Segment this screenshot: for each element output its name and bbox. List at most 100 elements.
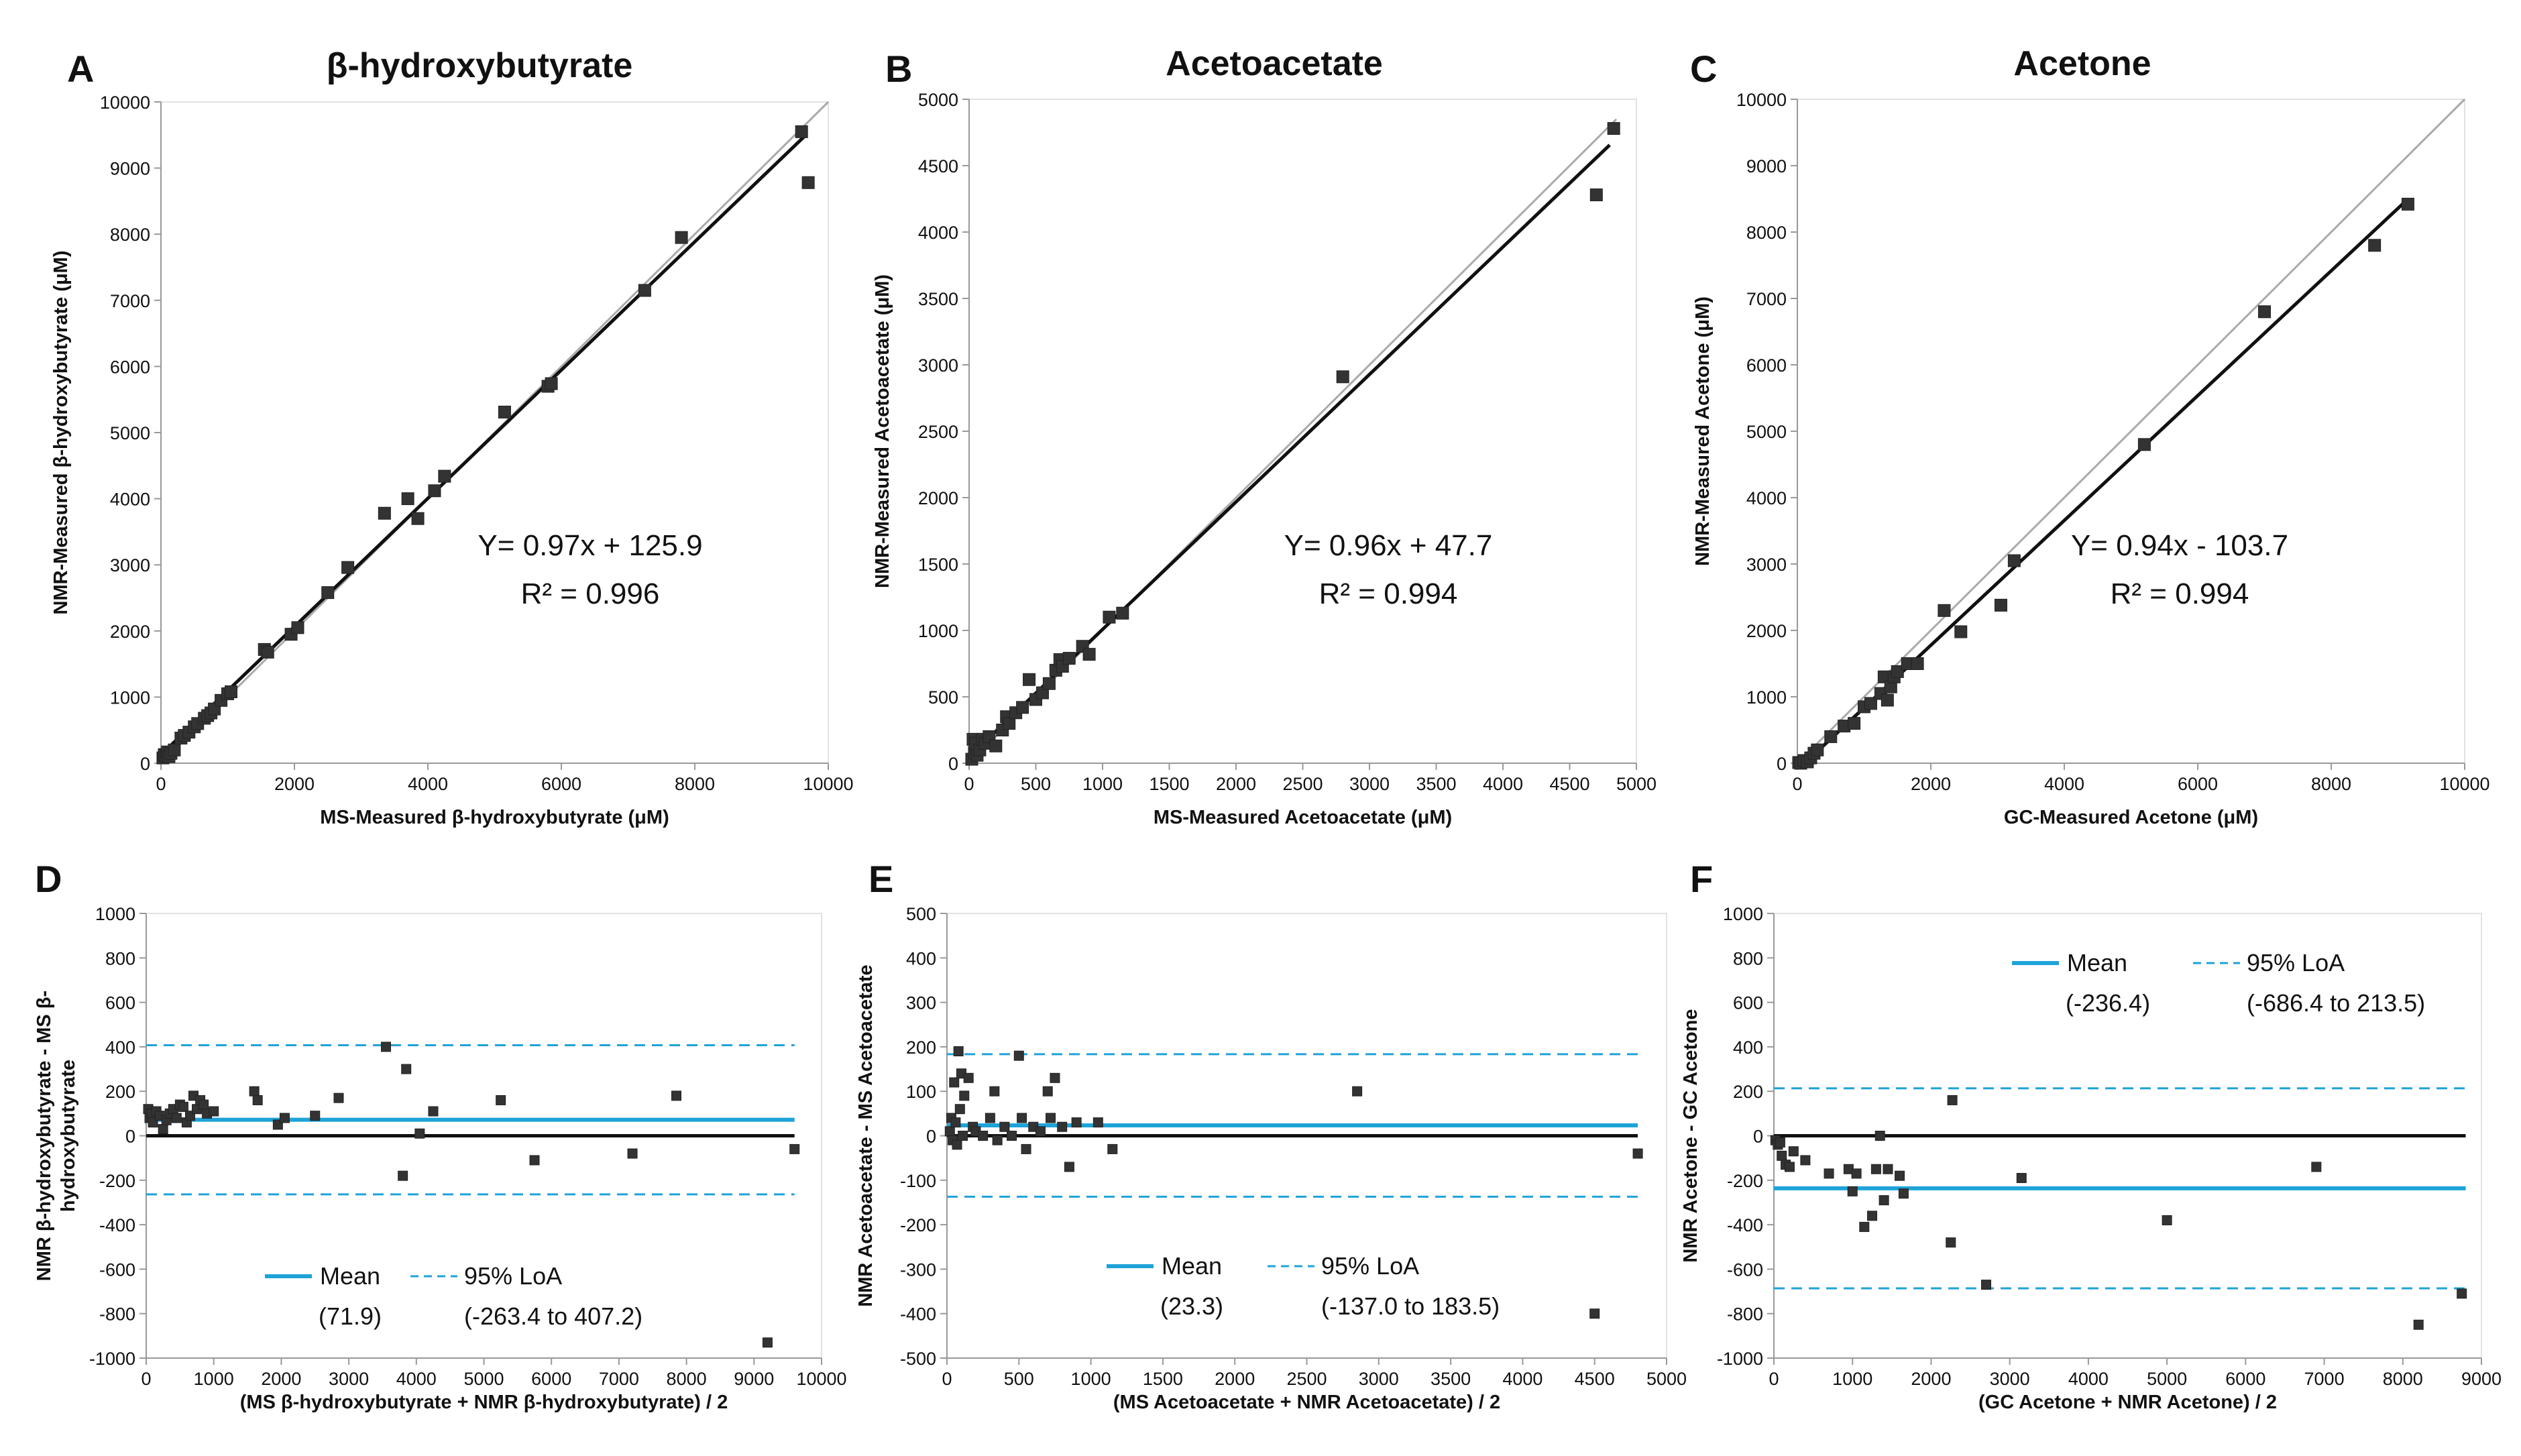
x-tick-label: 2000 bbox=[1911, 1369, 1951, 1389]
x-tick-label: 1500 bbox=[1149, 774, 1189, 794]
x-tick-label: 1500 bbox=[1143, 1369, 1183, 1389]
data-point bbox=[1057, 1121, 1068, 1132]
data-point bbox=[1824, 730, 1838, 743]
data-point bbox=[1777, 1150, 1787, 1161]
data-point bbox=[321, 586, 335, 600]
legend-loa-label: 95% LoA bbox=[2247, 949, 2345, 976]
data-point bbox=[2007, 554, 2021, 567]
x-tick-label: 1000 bbox=[1082, 774, 1123, 794]
y-axis-label: NMR Acetone - GC Acetone bbox=[1680, 1009, 1701, 1262]
panel-letter: F bbox=[1690, 858, 1713, 900]
legend-mean-label: Mean bbox=[2067, 949, 2127, 976]
x-tick-label: 5000 bbox=[1616, 774, 1657, 794]
x-tick-label: 2500 bbox=[1286, 1369, 1327, 1389]
y-tick-label: 10000 bbox=[1736, 90, 1787, 110]
y-tick-label: 2000 bbox=[918, 488, 958, 508]
panel-c: C Acetone 0 2000 4000 6000 8000 10000 0 1000 2000 3… bbox=[1690, 44, 2490, 828]
x-tick-label: 3000 bbox=[1359, 1369, 1399, 1389]
data-point bbox=[1050, 1072, 1060, 1083]
x-tick-label: 0 bbox=[1769, 1369, 1779, 1389]
data-point bbox=[2368, 239, 2382, 252]
legend-loa-label: 95% LoA bbox=[464, 1262, 562, 1290]
y-tick-label: 5000 bbox=[918, 90, 958, 110]
data-point bbox=[985, 1113, 995, 1123]
data-point bbox=[545, 377, 558, 390]
data-point bbox=[2311, 1162, 2322, 1172]
data-point bbox=[1898, 1188, 1909, 1199]
x-tick-label: 3500 bbox=[1416, 774, 1456, 794]
data-point bbox=[1107, 1143, 1118, 1154]
x-tick-label: 10000 bbox=[2439, 774, 2489, 794]
data-point bbox=[627, 1148, 638, 1159]
y-axis-label: NMR-Measured Acetone (μM) bbox=[1692, 296, 1714, 566]
data-point bbox=[1103, 610, 1116, 624]
data-point bbox=[999, 1121, 1010, 1132]
y-tick-label: 400 bbox=[906, 948, 936, 968]
x-tick-label: 5000 bbox=[2147, 1369, 2187, 1389]
y-tick-label: 5000 bbox=[110, 423, 150, 443]
y-tick-label: 8000 bbox=[110, 225, 150, 245]
data-point bbox=[1607, 122, 1620, 135]
legend: Mean 95% LoA (-236.4) (-686.4 to 213.5) bbox=[2012, 949, 2425, 1017]
data-point bbox=[1042, 1086, 1053, 1097]
x-tick-label: 6000 bbox=[541, 774, 581, 794]
data-point bbox=[950, 1117, 961, 1128]
y-tick-label: 6000 bbox=[1746, 355, 1787, 376]
chart-title: Acetoacetate bbox=[1166, 44, 1383, 83]
r-squared: R² = 0.994 bbox=[1319, 577, 1458, 610]
panel-letter: A bbox=[67, 48, 94, 90]
panel-letter: D bbox=[35, 858, 62, 900]
legend: Mean 95% LoA (71.9) (-263.4 to 407.2) bbox=[265, 1262, 642, 1330]
y-tick-label: 800 bbox=[1733, 948, 1763, 968]
x-tick-label: 2000 bbox=[1215, 1369, 1255, 1389]
panel-d: D0 1000 2000 3000 4000 5000 6000 7000 8000 9000 10… bbox=[34, 858, 847, 1413]
data-point bbox=[378, 506, 391, 520]
x-tick-label: 3500 bbox=[1431, 1369, 1471, 1389]
panel-e: E0 500 1000 1500 2000 2500 3000 3500 4000 4500 500… bbox=[855, 858, 1687, 1413]
y-tick-label: -500 bbox=[900, 1349, 936, 1369]
legend-mean-value: (-236.4) bbox=[2066, 989, 2150, 1017]
x-tick-label: 4000 bbox=[396, 1369, 437, 1389]
y-tick-label: 600 bbox=[1733, 993, 1763, 1013]
x-tick-label: 4500 bbox=[1575, 1369, 1615, 1389]
data-point bbox=[1911, 657, 1924, 670]
y-tick-label: 0 bbox=[1753, 1127, 1763, 1147]
data-point bbox=[428, 1106, 439, 1117]
data-point bbox=[1007, 1131, 1017, 1141]
data-point bbox=[1116, 606, 1129, 620]
data-point bbox=[989, 739, 1003, 752]
y-tick-label: -400 bbox=[99, 1215, 135, 1235]
data-point bbox=[428, 484, 441, 498]
data-point bbox=[1352, 1086, 1363, 1097]
data-point bbox=[978, 1131, 989, 1141]
data-point bbox=[762, 1337, 773, 1348]
data-point bbox=[398, 1170, 408, 1181]
x-tick-label: 7000 bbox=[2304, 1369, 2345, 1389]
y-tick-label: 500 bbox=[928, 687, 958, 708]
legend-mean-value: (71.9) bbox=[319, 1302, 382, 1330]
x-tick-label: 4500 bbox=[1549, 774, 1589, 794]
y-tick-label: 3500 bbox=[918, 289, 958, 309]
y-tick-label: 7000 bbox=[1746, 289, 1787, 309]
y-tick-label: 400 bbox=[1733, 1038, 1763, 1058]
data-point bbox=[1981, 1280, 1991, 1290]
y-tick-label: 0 bbox=[125, 1127, 135, 1147]
data-point bbox=[279, 1113, 290, 1123]
data-point bbox=[959, 1090, 970, 1101]
data-point bbox=[1042, 677, 1056, 690]
data-point bbox=[1847, 1186, 1858, 1196]
data-point bbox=[638, 284, 651, 297]
y-tick-label: 0 bbox=[948, 754, 958, 774]
data-point bbox=[310, 1111, 321, 1121]
regression-equation: Y= 0.94x - 103.7 bbox=[2071, 529, 2288, 562]
x-tick-label: 4000 bbox=[408, 774, 448, 794]
data-point bbox=[944, 1126, 955, 1137]
y-tick-label: 5000 bbox=[1746, 422, 1787, 442]
y-tick-label: -400 bbox=[1727, 1215, 1763, 1235]
y-tick-label: -800 bbox=[99, 1304, 135, 1325]
x-tick-label: 8000 bbox=[2383, 1369, 2423, 1389]
chart-title: Acetone bbox=[2013, 44, 2151, 83]
